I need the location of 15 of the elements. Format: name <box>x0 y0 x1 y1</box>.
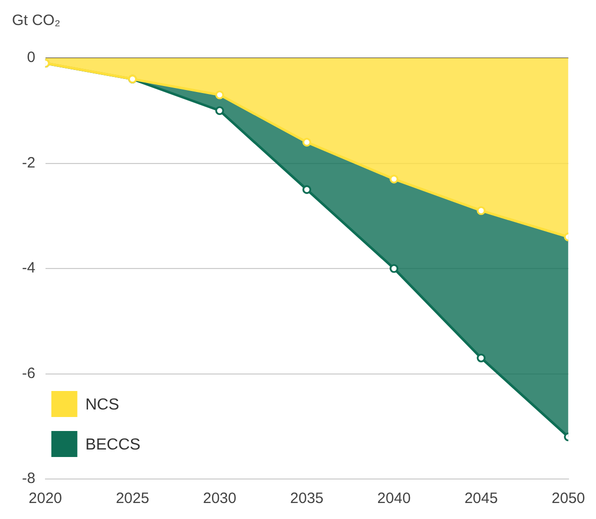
x-tick-label: 2030 <box>202 490 236 508</box>
y-tick-label: -4 <box>22 260 36 277</box>
y-tick-label: -6 <box>22 364 36 382</box>
x-tick-label: 2035 <box>290 490 324 508</box>
y-axis-title: Gt CO₂ <box>12 12 60 29</box>
legend-label: BECCS <box>85 436 140 454</box>
y-tick-label: -8 <box>22 470 36 488</box>
x-tick-label: 2020 <box>28 490 62 508</box>
x-tick-label: 2045 <box>464 490 498 508</box>
legend-label: NCS <box>85 396 120 414</box>
x-tick-label: 2025 <box>116 490 150 508</box>
x-tick-label: 2050 <box>552 490 586 508</box>
x-tick-label: 2040 <box>377 490 411 508</box>
y-tick-label: -2 <box>22 154 36 172</box>
y-tick-label: 0 <box>26 49 36 66</box>
